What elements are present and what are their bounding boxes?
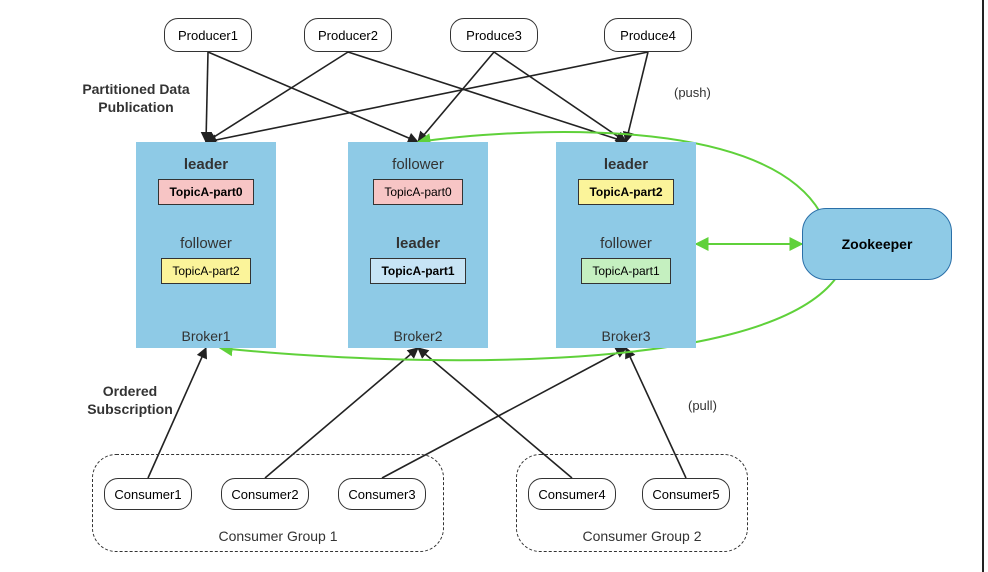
- consumer-label: Consumer2: [231, 487, 298, 502]
- producer-label: Producer1: [178, 28, 238, 43]
- producer-node: Producer2: [304, 18, 392, 52]
- topic-badge: TopicA-part2: [161, 258, 250, 284]
- edge: [348, 52, 626, 142]
- consumer-node: Consumer5: [642, 478, 730, 510]
- producer-label: Produce3: [466, 28, 522, 43]
- topic-badge: TopicA-part1: [370, 258, 465, 284]
- role-label: leader: [184, 156, 228, 173]
- consumer-node: Consumer4: [528, 478, 616, 510]
- role-label: leader: [396, 235, 440, 252]
- broker-name: Broker2: [393, 328, 442, 344]
- edge: [494, 52, 626, 142]
- producer-label: Producer2: [318, 28, 378, 43]
- edge: [206, 52, 208, 142]
- topic-badge: TopicA-part0: [158, 179, 253, 205]
- right-border-line: [982, 0, 984, 572]
- zookeeper-edge: [220, 278, 836, 360]
- producer-node: Produce3: [450, 18, 538, 52]
- push-label: (push): [674, 85, 711, 100]
- consumer-group-label: Consumer Group 2: [562, 528, 722, 544]
- broker-box: leader TopicA-part0 follower TopicA-part2 Br…: [136, 142, 276, 348]
- edge: [206, 52, 648, 142]
- consumer-node: Consumer1: [104, 478, 192, 510]
- consumer-label: Consumer5: [652, 487, 719, 502]
- consumer-label: Consumer1: [114, 487, 181, 502]
- edge: [626, 52, 648, 142]
- broker-box: follower TopicA-part0 leader TopicA-part1 Br…: [348, 142, 488, 348]
- role-label: follower: [392, 156, 444, 173]
- topic-badge: TopicA-part2: [578, 179, 673, 205]
- edge: [418, 52, 494, 142]
- ordered-label: OrderedSubscription: [75, 382, 185, 418]
- role-label: follower: [600, 235, 652, 252]
- edge: [206, 52, 348, 142]
- edge: [208, 52, 418, 142]
- topic-badge: TopicA-part0: [373, 179, 462, 205]
- role-label: leader: [604, 156, 648, 173]
- broker-name: Broker1: [181, 328, 230, 344]
- zookeeper-label: Zookeeper: [842, 236, 913, 252]
- broker-name: Broker3: [601, 328, 650, 344]
- partitioned-label: Partitioned DataPublication: [66, 80, 206, 116]
- role-label: follower: [180, 235, 232, 252]
- consumer-label: Consumer3: [348, 487, 415, 502]
- zookeeper-node: Zookeeper: [802, 208, 952, 280]
- consumer-group-label: Consumer Group 1: [198, 528, 358, 544]
- topic-badge: TopicA-part1: [581, 258, 670, 284]
- consumer-node: Consumer2: [221, 478, 309, 510]
- pull-label: (pull): [688, 398, 717, 413]
- consumer-label: Consumer4: [538, 487, 605, 502]
- producer-node: Producer1: [164, 18, 252, 52]
- broker-box: leader TopicA-part2 follower TopicA-part1 Br…: [556, 142, 696, 348]
- producer-node: Produce4: [604, 18, 692, 52]
- consumer-node: Consumer3: [338, 478, 426, 510]
- producer-label: Produce4: [620, 28, 676, 43]
